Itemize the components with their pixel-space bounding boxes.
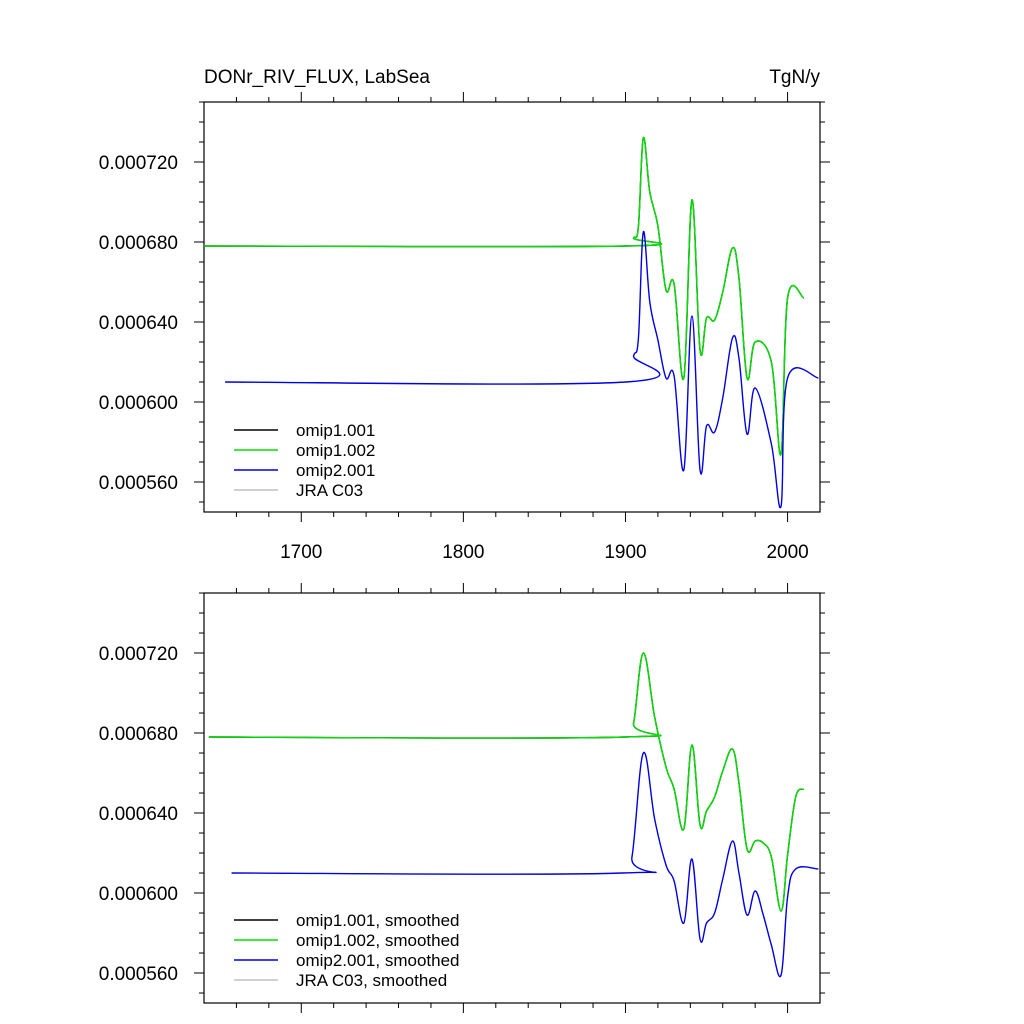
- chart-units: TgN/y: [769, 67, 820, 88]
- legend-label: omip1.002: [296, 441, 375, 460]
- y-tick-label: 0.000640: [99, 804, 178, 825]
- chart-title: DONr_RIV_FLUX, LabSea: [204, 67, 430, 88]
- y-tick-label: 0.000600: [99, 884, 178, 905]
- panel-smoothed: 0.000560 0.000600 0.000640 0.000680 0.000720…: [99, 583, 830, 1013]
- legend-label: omip2.001, smoothed: [296, 951, 460, 970]
- y-tick-label: 0.000560: [99, 964, 178, 985]
- y-tick-label: 0.000600: [99, 393, 178, 414]
- y-tick-label: 0.000720: [99, 153, 178, 174]
- plot-frame: [203, 101, 821, 513]
- legend-label: omip1.001: [296, 421, 375, 440]
- legend-label: JRA C03, smoothed: [296, 971, 447, 990]
- panel-raw: 0.000560 0.000600 0.000640 0.000680 0.000720…: [99, 92, 830, 563]
- legend-label: omip2.001: [296, 461, 375, 480]
- series-line-omip2-001-smoothed: [231, 751, 819, 978]
- y-tick-label: 0.000560: [99, 473, 178, 494]
- plot-frame: [203, 592, 821, 1004]
- series-line-omip1-002-smoothed: [208, 652, 805, 912]
- x-tick-label: 1800: [442, 542, 484, 563]
- series-line-omip1-001-smoothed: [208, 652, 805, 912]
- y-tick-label: 0.000720: [99, 644, 178, 665]
- series-line-omip2-001: [225, 231, 819, 509]
- series-line-omip1-001: [203, 137, 805, 456]
- x-tick-label: 1700: [280, 542, 322, 563]
- y-tick-label: 0.000680: [99, 233, 178, 254]
- y-tick-label: 0.000640: [99, 313, 178, 334]
- legend-label: JRA C03: [296, 481, 363, 500]
- x-tick-label: 1900: [604, 542, 646, 563]
- series-line-omip1-002: [203, 137, 805, 456]
- x-tick-label: 2000: [766, 542, 808, 563]
- y-tick-label: 0.000680: [99, 724, 178, 745]
- legend-label: omip1.001, smoothed: [296, 911, 460, 930]
- legend-label: omip1.002, smoothed: [296, 931, 460, 950]
